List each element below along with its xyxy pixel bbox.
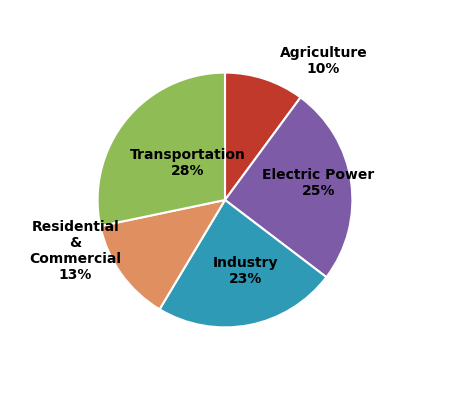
Text: Transportation
28%: Transportation 28% [130, 148, 246, 178]
Wedge shape [225, 98, 352, 277]
Text: Electric Power
25%: Electric Power 25% [262, 168, 374, 198]
Wedge shape [225, 72, 301, 200]
Text: Industry
23%: Industry 23% [213, 256, 278, 286]
Wedge shape [160, 200, 326, 328]
Wedge shape [98, 72, 225, 226]
Text: Residential
&
Commercial
13%: Residential & Commercial 13% [30, 220, 122, 282]
Text: Agriculture
10%: Agriculture 10% [279, 46, 367, 76]
Wedge shape [100, 200, 225, 309]
